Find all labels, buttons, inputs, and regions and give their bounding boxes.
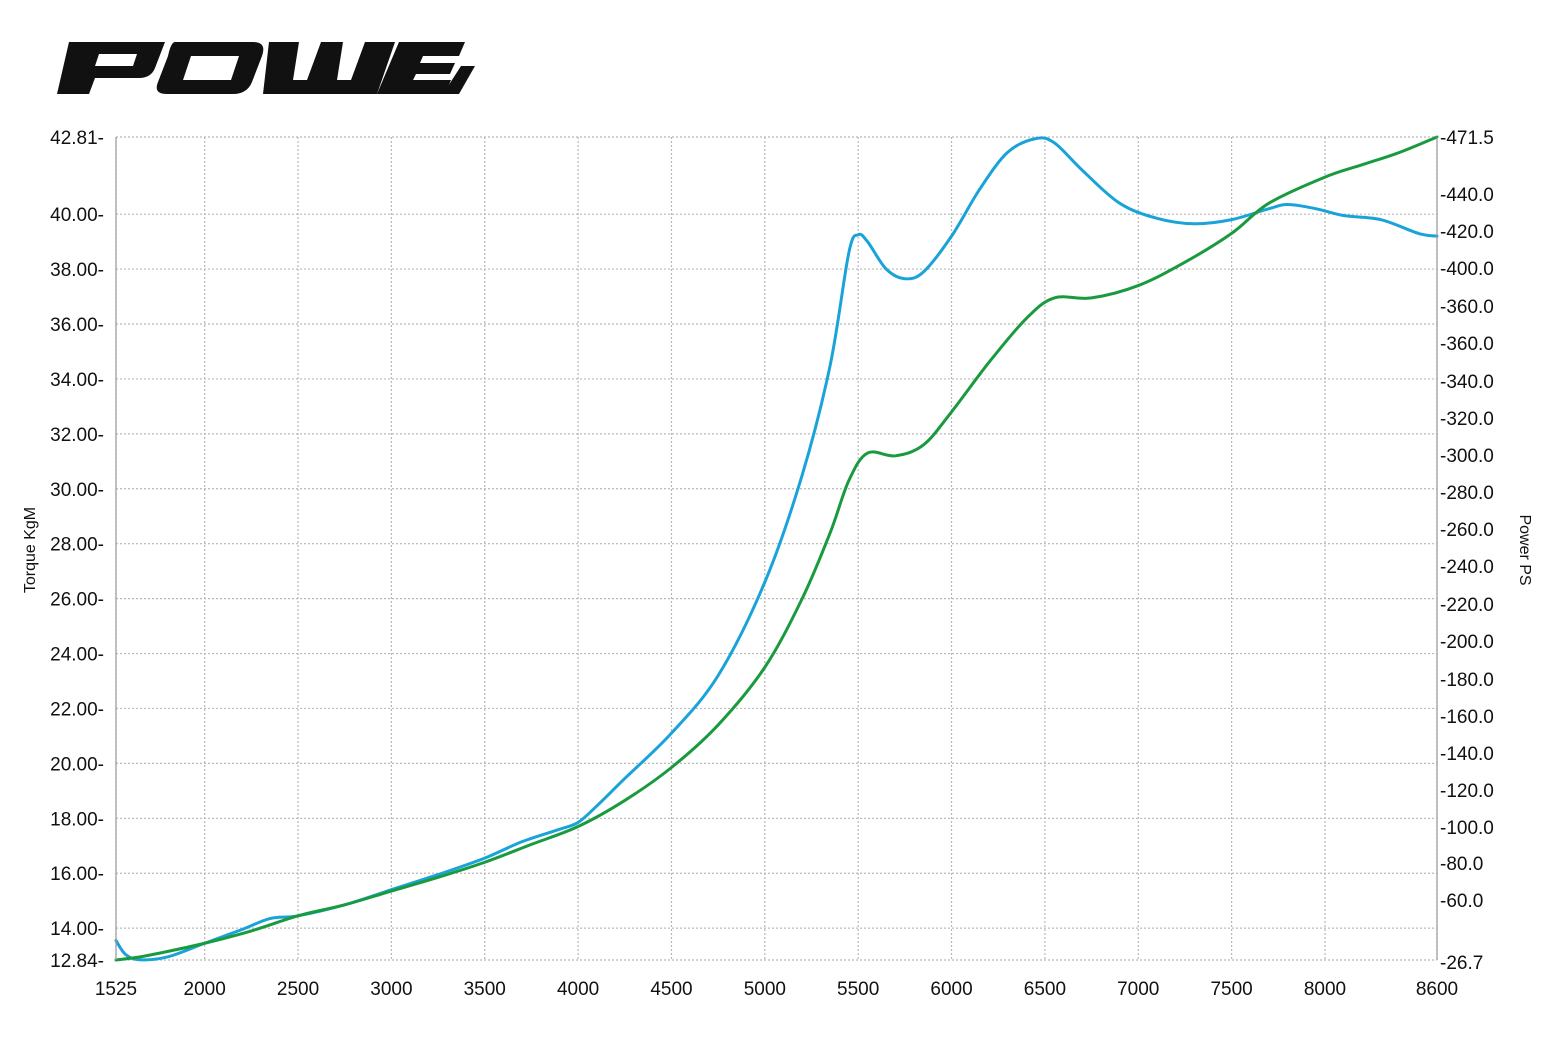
chart-grid: [115, 136, 1438, 961]
x-tick-label: 8600: [1416, 979, 1458, 1000]
x-tick-label: 5500: [837, 979, 879, 1000]
y-left-tick-label: 40.00-: [50, 205, 104, 226]
y-right-tick-label: -440.0: [1440, 185, 1494, 206]
y-right-tick-label: -120.0: [1440, 781, 1494, 802]
y-right-tick-label: -360.0: [1440, 334, 1494, 355]
x-tick-label: 3000: [370, 979, 412, 1000]
y-right-tick-label: -140.0: [1440, 744, 1494, 765]
chart-axes: 1525 2000 2500 3000 3500 4000 4500 5000 5500 6000…: [50, 128, 1494, 1000]
chart-series: [114, 135, 1439, 962]
x-tick-label: 5000: [744, 979, 786, 1000]
y-right-tick-label: -26.7: [1440, 953, 1483, 974]
x-tick-label: 1525: [95, 979, 137, 1000]
y-left-tick-label: 20.00-: [50, 754, 104, 775]
y-left-tick-label: 18.00-: [50, 809, 104, 830]
y-right-tick-label: -60.0: [1440, 891, 1483, 912]
y-left-axis-title: Torque KgM: [22, 507, 39, 593]
y-right-tick-label: -200.0: [1440, 632, 1494, 653]
x-tick-label: 6000: [930, 979, 972, 1000]
y-right-tick-label: -100.0: [1440, 818, 1494, 839]
series-line-blue: [114, 136, 1439, 962]
y-left-tick-label: 16.00-: [50, 864, 104, 885]
y-left-tick-label: 30.00-: [50, 480, 104, 501]
y-left-tick-label: 34.00-: [50, 370, 104, 391]
y-left-tick-label: 12.84-: [50, 951, 104, 972]
y-left-tick-label: 26.00-: [50, 590, 104, 611]
x-tick-label: 3500: [464, 979, 506, 1000]
y-right-tick-label: -220.0: [1440, 595, 1494, 616]
y-right-tick-label: -80.0: [1440, 854, 1483, 875]
power-magazine-logo: [57, 42, 475, 94]
x-tick-label: 4500: [650, 979, 692, 1000]
y-right-tick-label: -240.0: [1440, 557, 1494, 578]
y-right-tick-label: -400.0: [1440, 259, 1494, 280]
y-left-tick-label: 38.00-: [50, 260, 104, 281]
y-right-tick-label: -320.0: [1440, 409, 1494, 430]
y-left-tick-label: 42.81-: [50, 128, 104, 149]
x-tick-label: 8000: [1304, 979, 1346, 1000]
x-tick-label: 2000: [184, 979, 226, 1000]
x-tick-label: 7000: [1117, 979, 1159, 1000]
y-right-tick-label: -280.0: [1440, 483, 1494, 504]
y-right-tick-label: -300.0: [1440, 446, 1494, 467]
y-right-axis-title: Power PS: [1516, 514, 1533, 585]
y-left-tick-label: 14.00-: [50, 919, 104, 940]
y-right-tick-label: -340.0: [1440, 372, 1494, 393]
y-right-tick-label: -180.0: [1440, 670, 1494, 691]
x-tick-label: 6500: [1024, 979, 1066, 1000]
y-right-tick-label: -360.0: [1440, 297, 1494, 318]
y-right-tick-label: -260.0: [1440, 520, 1494, 541]
y-right-tick-label: -420.0: [1440, 222, 1494, 243]
series-line-green: [114, 135, 1439, 962]
y-left-tick-label: 32.00-: [50, 425, 104, 446]
x-tick-label: 2500: [277, 979, 319, 1000]
x-tick-label: 7500: [1210, 979, 1252, 1000]
x-tick-label: 4000: [557, 979, 599, 1000]
y-left-tick-label: 28.00-: [50, 535, 104, 556]
y-left-tick-label: 24.00-: [50, 645, 104, 666]
y-left-tick-label: 22.00-: [50, 699, 104, 720]
y-right-tick-label: -471.5: [1440, 128, 1494, 149]
y-left-tick-label: 36.00-: [50, 315, 104, 336]
y-right-tick-label: -160.0: [1440, 707, 1494, 728]
